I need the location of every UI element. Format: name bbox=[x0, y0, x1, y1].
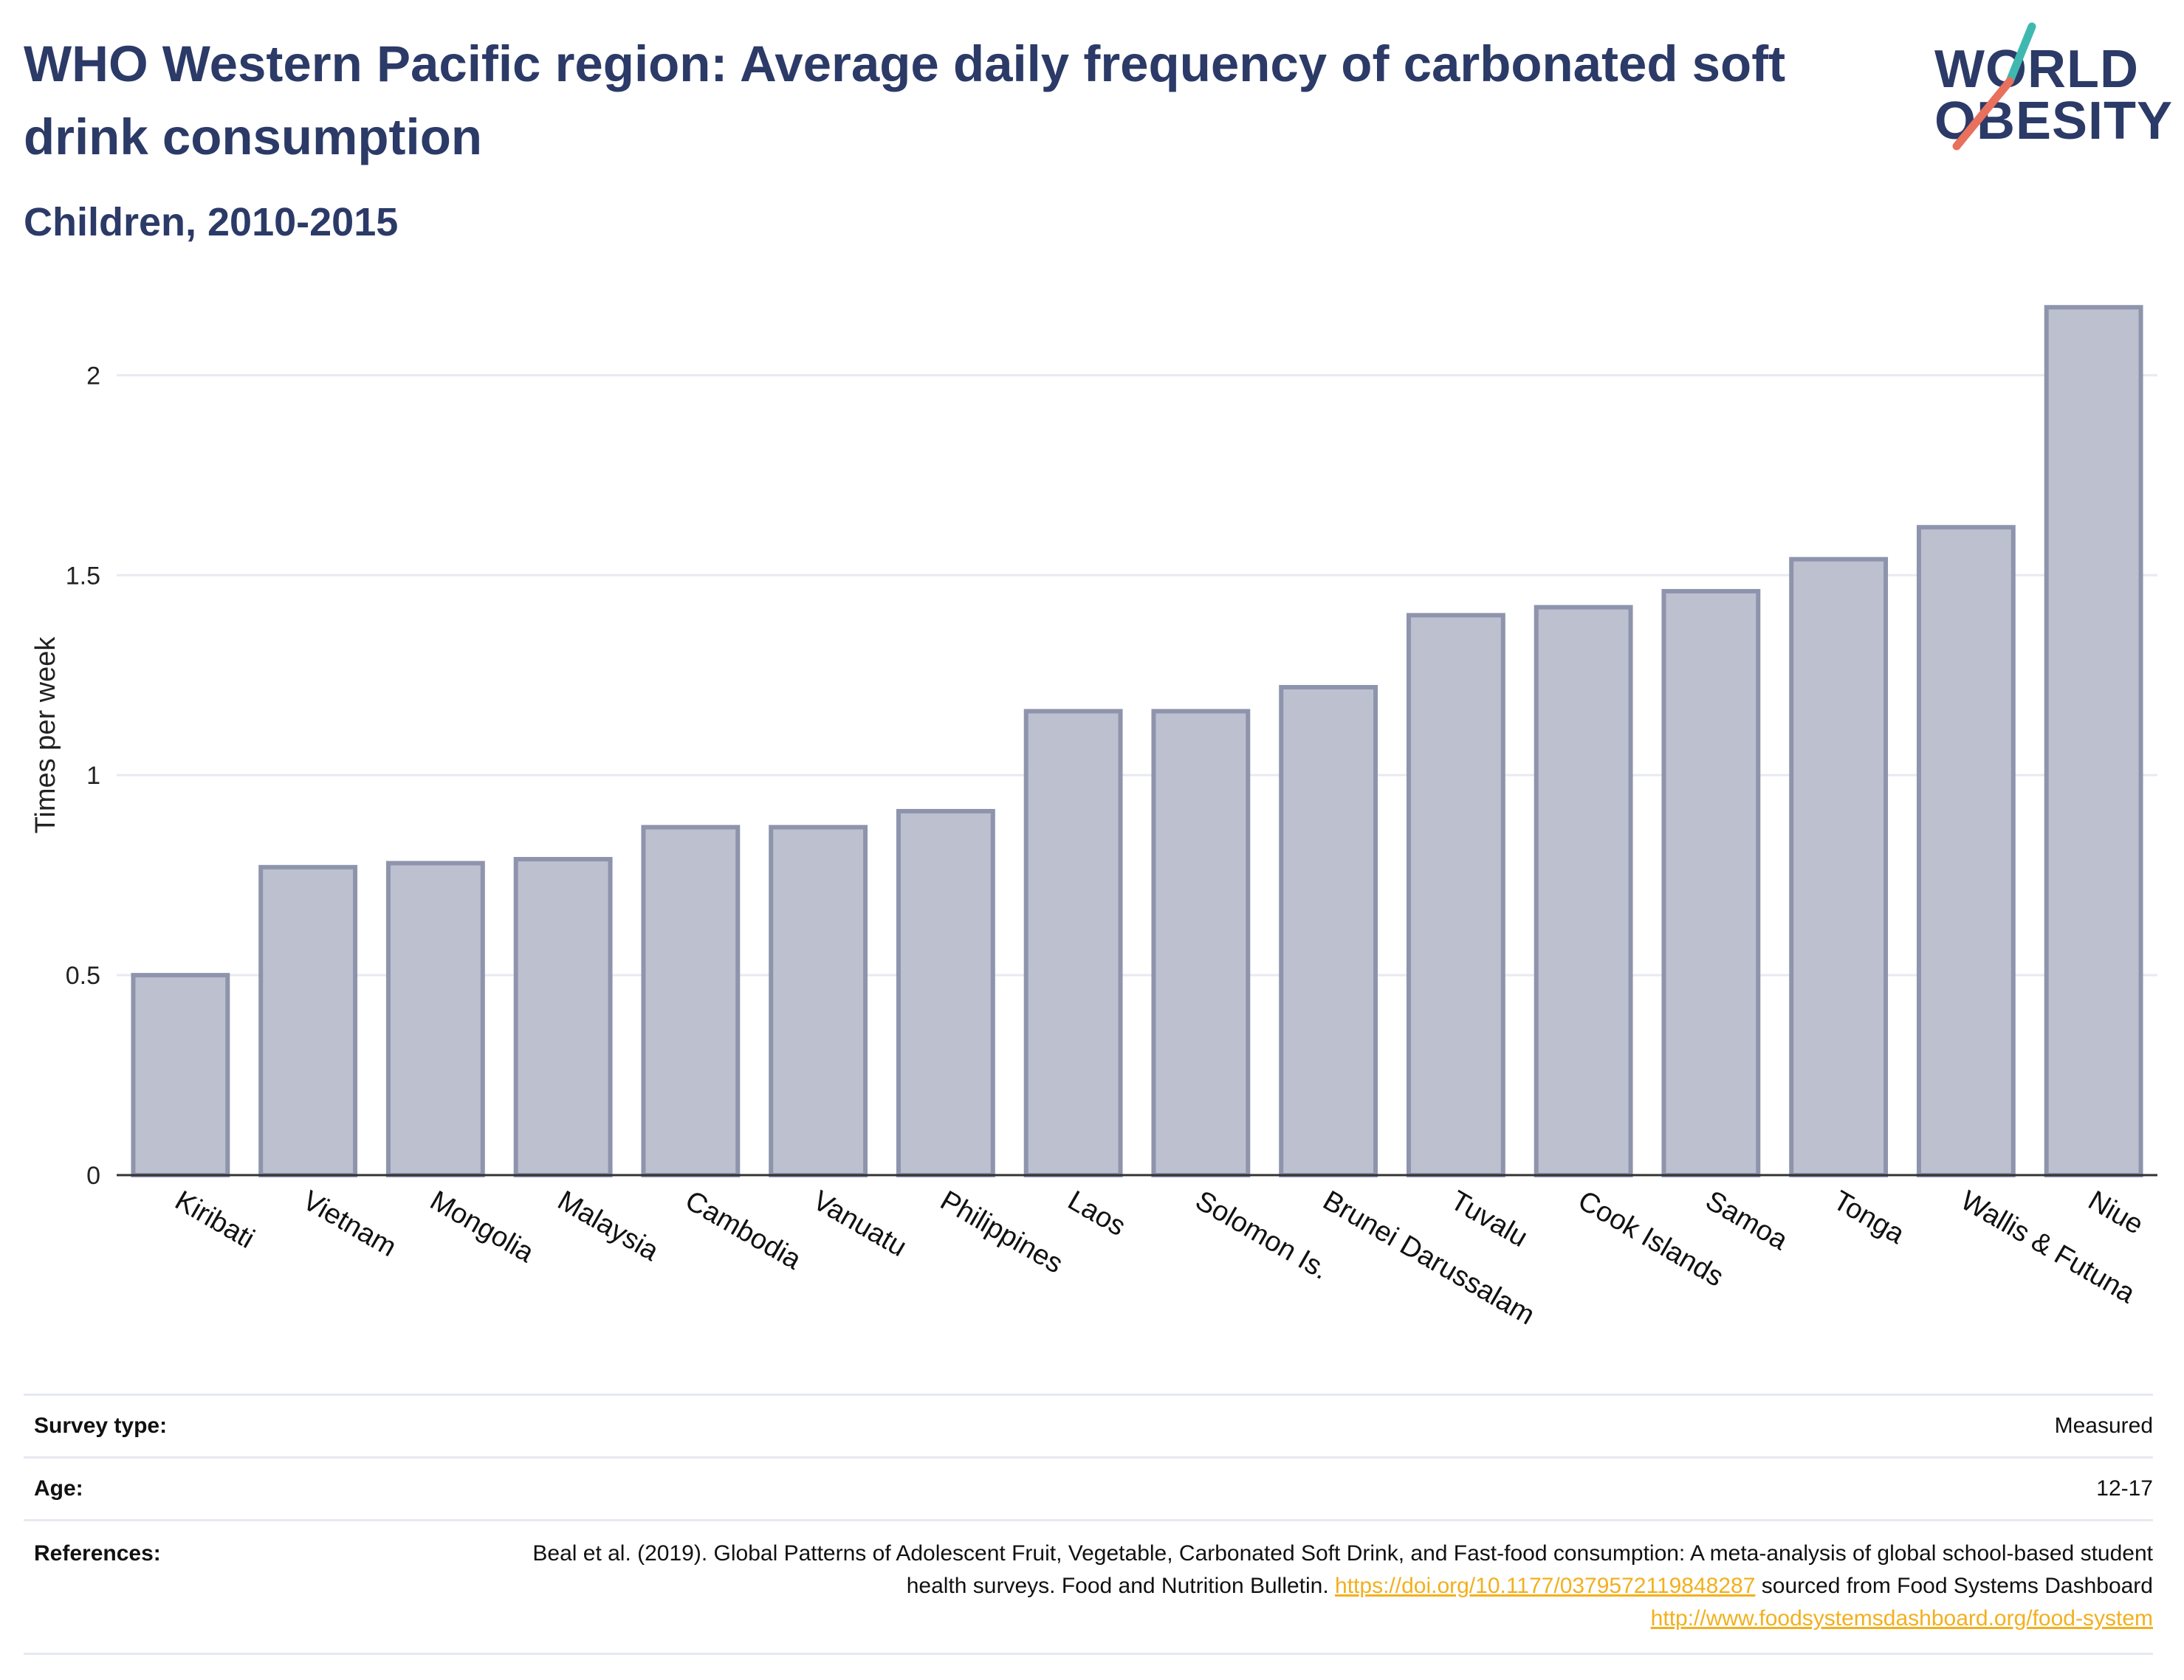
age-row: Age: 12-17 bbox=[24, 1456, 2153, 1519]
x-tick-label: Brunei Darussalam bbox=[1318, 1185, 1540, 1331]
chart-title: WHO Western Pacific region: Average dail… bbox=[24, 35, 1786, 165]
bar bbox=[258, 864, 358, 1177]
references-value: Beal et al. (2019). Global Patterns of A… bbox=[492, 1538, 2153, 1635]
doi-link[interactable]: https://doi.org/10.1177/0379572119848287 bbox=[1335, 1574, 1756, 1598]
logo-line-1: WORLD bbox=[1934, 40, 2139, 99]
x-tick-label: Philippines bbox=[935, 1185, 1068, 1279]
x-tick-label: Kiribati bbox=[170, 1185, 260, 1254]
bar bbox=[1789, 557, 1889, 1178]
survey-type-row: Survey type: Measured bbox=[24, 1394, 2153, 1456]
age-value: 12-17 bbox=[2096, 1476, 2153, 1501]
y-axis-label: Times per week bbox=[30, 636, 61, 834]
age-label: Age: bbox=[34, 1476, 83, 1501]
x-tick-label: Cook Islands bbox=[1573, 1185, 1728, 1292]
bar bbox=[1534, 605, 1633, 1178]
bar bbox=[1661, 588, 1761, 1178]
references-row: References: Beal et al. (2019). Global P… bbox=[24, 1519, 2153, 1655]
bar bbox=[2044, 305, 2143, 1178]
logo-slash-icon bbox=[1952, 22, 2036, 151]
world-obesity-logo: WORLD OBESITY bbox=[1927, 22, 2172, 162]
y-tick-label: 1 bbox=[86, 762, 100, 790]
x-tick-label: Vanuatu bbox=[808, 1185, 912, 1263]
bar bbox=[1916, 525, 2016, 1178]
x-tick-label: Tuvalu bbox=[1445, 1185, 1533, 1253]
x-tick-label: Malaysia bbox=[552, 1185, 665, 1267]
bar bbox=[131, 973, 230, 1177]
y-tick-label: 1.5 bbox=[66, 562, 100, 590]
x-tick-label: Niue bbox=[2083, 1185, 2149, 1240]
x-tick-label: Laos bbox=[1062, 1185, 1130, 1242]
bar bbox=[641, 824, 741, 1177]
y-tick-label: 0 bbox=[86, 1162, 100, 1190]
references-text-1: Beal et al. (2019). Global Patterns of A… bbox=[532, 1541, 2153, 1598]
x-tick-label: Tonga bbox=[1828, 1185, 1910, 1250]
metadata-table: Survey type: Measured Age: 12-17 Referen… bbox=[24, 1394, 2153, 1655]
survey-type-label: Survey type: bbox=[34, 1414, 168, 1438]
y-tick-label: 0.5 bbox=[66, 962, 100, 990]
survey-type-value: Measured bbox=[2054, 1414, 2153, 1438]
x-tick-label: Mongolia bbox=[425, 1185, 539, 1269]
chart-subtitle: Children, 2010-2015 bbox=[24, 200, 399, 244]
bar bbox=[769, 824, 868, 1177]
bar bbox=[385, 861, 485, 1178]
bar bbox=[1279, 684, 1378, 1177]
x-tick-label: Samoa bbox=[1700, 1185, 1793, 1256]
x-tick-label: Vietnam bbox=[298, 1185, 402, 1263]
bar bbox=[513, 856, 613, 1177]
y-tick-label: 2 bbox=[86, 362, 100, 390]
food-systems-dashboard-link[interactable]: http://www.foodsystemsdashboard.org/food… bbox=[1650, 1606, 2153, 1631]
bar bbox=[1023, 709, 1123, 1177]
bar bbox=[1151, 709, 1251, 1177]
x-tick-label: Cambodia bbox=[680, 1185, 807, 1276]
bar bbox=[896, 808, 995, 1177]
bar bbox=[1406, 613, 1505, 1178]
references-text-2: sourced from Food Systems Dashboard bbox=[1755, 1574, 2153, 1598]
references-label: References: bbox=[34, 1541, 161, 1566]
x-tick-label: Solomon Is. bbox=[1190, 1185, 1334, 1286]
bar-chart: 0 0.5 1 1.5 2 Times per week Kiribati Vietnam Mo… bbox=[30, 305, 2157, 1331]
